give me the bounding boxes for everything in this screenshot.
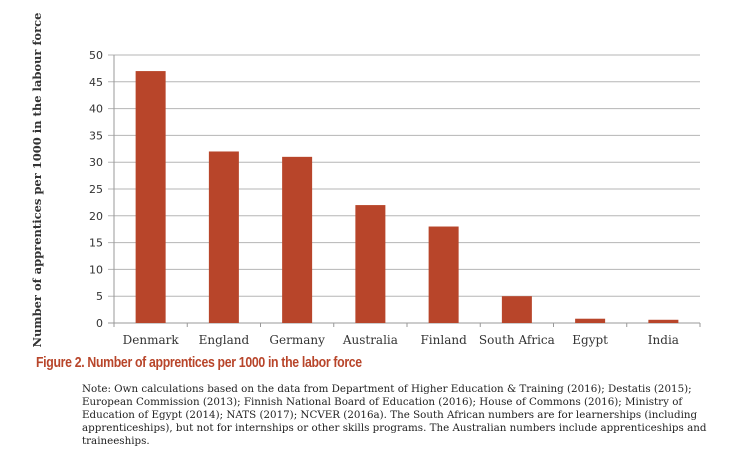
y-tick-label: 30 — [89, 156, 103, 169]
x-tick-label: South Africa — [479, 333, 555, 347]
y-tick-label: 40 — [89, 103, 103, 116]
bar-chart: 0 5 10 15 20 25 30 35 40 45 50 Denmark England German… — [89, 49, 701, 347]
y-tick-label: 5 — [96, 290, 103, 303]
bar-england — [208, 151, 239, 323]
x-tick-label: Egypt — [572, 333, 608, 347]
bar-india — [648, 319, 679, 323]
figure-caption: Figure 2. Number of apprentices per 1000… — [36, 354, 362, 371]
x-tick-label: England — [199, 333, 250, 347]
bar-egypt — [575, 318, 606, 323]
x-tick-label: Denmark — [123, 333, 180, 347]
x-tick-label: Australia — [342, 333, 398, 347]
y-tick-label: 10 — [89, 263, 103, 276]
bar-germany — [282, 156, 313, 323]
y-tick-label: 50 — [89, 49, 103, 62]
y-tick-label: 20 — [89, 210, 103, 223]
y-axis-label: Number of apprentices per 1000 in the la… — [30, 12, 44, 348]
x-tick-label: Finland — [420, 333, 467, 347]
bar-denmark — [135, 71, 166, 323]
y-tick-label: 25 — [89, 183, 103, 196]
bar-finland — [428, 226, 459, 323]
bar-australia — [355, 205, 386, 323]
y-tick-label: 35 — [89, 129, 103, 142]
x-tick-label: Germany — [269, 333, 325, 347]
bar-south-africa — [501, 296, 532, 323]
y-tick-label: 45 — [89, 76, 103, 89]
x-tick-label: India — [648, 333, 679, 347]
y-tick-label: 0 — [96, 317, 103, 330]
y-tick-label: 15 — [89, 237, 103, 250]
figure-note: Note: Own calculations based on the data… — [82, 383, 707, 447]
